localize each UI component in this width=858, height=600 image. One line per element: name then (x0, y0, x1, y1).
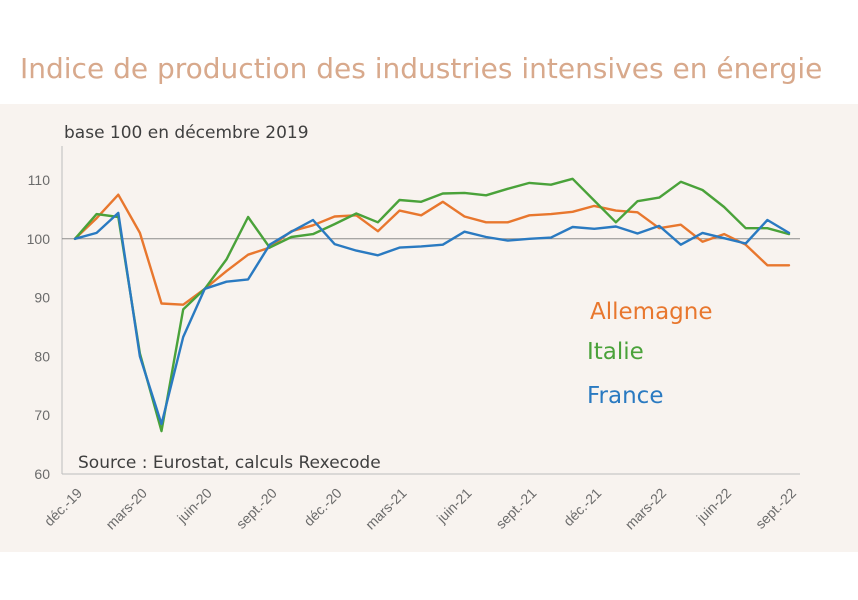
x-tick-labels: déc.-19 mars-20 juin-20 sept.-20 déc.-20 mars… (41, 485, 799, 533)
x-tick-label-5: mars-21 (362, 485, 410, 533)
y-tick-label-110: 110 (28, 172, 51, 188)
source-note: Source : Eurostat, calculs Rexecode (78, 453, 381, 473)
x-tick-label-4: déc.-20 (300, 485, 344, 529)
legend-france: France (587, 383, 663, 409)
plot-panel (0, 104, 858, 552)
x-tick-label-1: mars-20 (102, 485, 150, 533)
x-tick-label-2: juin-20 (173, 485, 215, 527)
x-tick-label-3: sept.-20 (233, 485, 280, 532)
y-tick-label-80: 80 (34, 348, 50, 364)
y-tick-label-90: 90 (34, 290, 50, 306)
chart-subtitle: base 100 en décembre 2019 (64, 123, 309, 143)
x-tick-label-10: juin-22 (692, 485, 734, 527)
y-tick-labels: 60 70 80 90 100 110 (27, 172, 51, 482)
series-lines (73, 177, 791, 433)
x-tick-label-7: sept.-21 (492, 485, 539, 532)
series-line-allemagne (73, 193, 791, 306)
legend-allemagne: Allemagne (590, 299, 713, 325)
x-tick-label-8: déc.-21 (560, 485, 604, 529)
series-line-france (73, 211, 791, 426)
y-tick-label-70: 70 (34, 407, 50, 423)
x-tick-label-9: mars-22 (622, 485, 670, 533)
legend: Allemagne Italie France (587, 299, 713, 409)
y-tick-label-100: 100 (27, 231, 51, 247)
series-line-italie (73, 177, 791, 433)
x-tick-label-0: déc.-19 (41, 485, 85, 529)
chart-axes (61, 146, 800, 475)
x-tick-label-6: juin-21 (433, 485, 475, 527)
x-tick-label-11: sept.-22 (752, 485, 799, 532)
chart-title: Indice de production des industries inte… (20, 52, 823, 85)
legend-italie: Italie (587, 339, 644, 365)
y-tick-label-60: 60 (34, 466, 50, 482)
